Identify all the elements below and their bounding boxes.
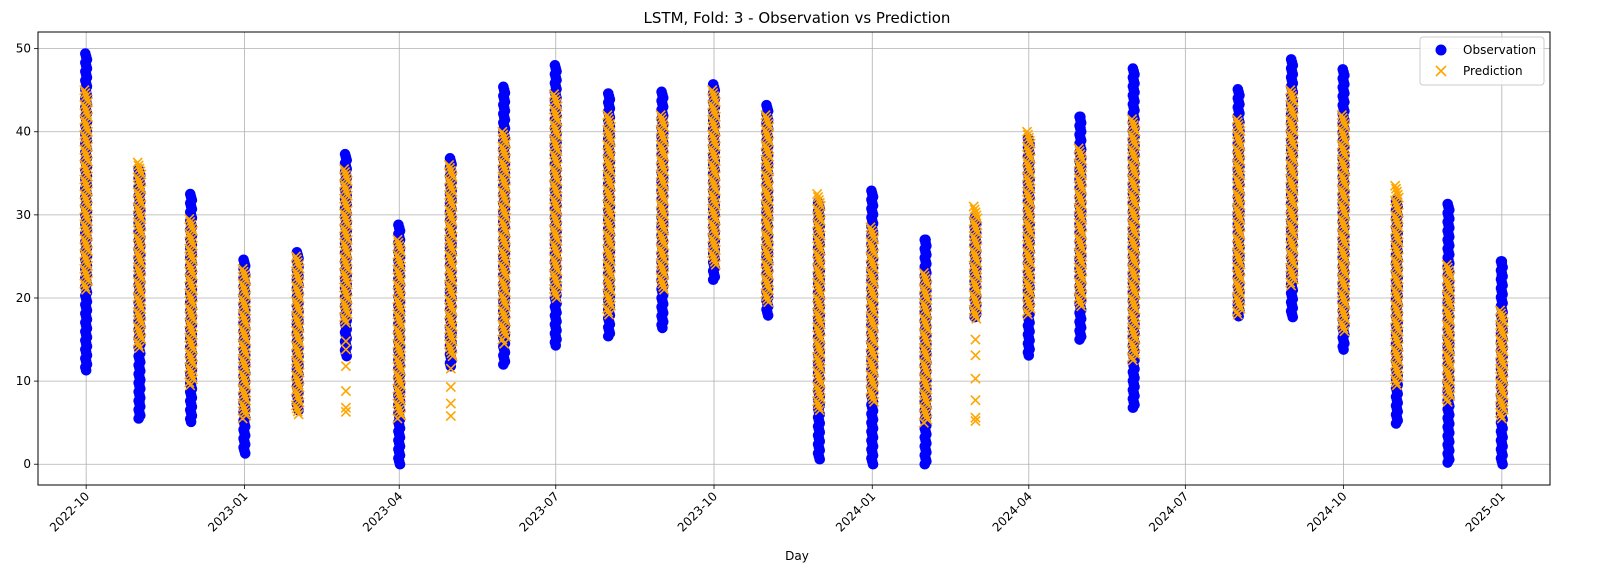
prediction-point xyxy=(81,123,93,135)
legend-prediction-label: Prediction xyxy=(1463,64,1523,78)
x-tick-label: 2023-10 xyxy=(675,489,720,534)
observation-point xyxy=(134,396,145,408)
y-tick-label: 40 xyxy=(16,125,31,139)
observation-point xyxy=(1075,111,1086,123)
observation-point xyxy=(1442,457,1454,468)
observation-point xyxy=(657,322,668,334)
observation-point xyxy=(498,359,509,370)
observation-point xyxy=(1075,122,1086,133)
y-tick-label: 30 xyxy=(16,208,31,222)
prediction-point xyxy=(80,117,91,129)
x-tick-label: 2022-10 xyxy=(47,489,92,534)
observation-point xyxy=(920,246,931,258)
data-layer xyxy=(79,48,1509,470)
prediction-point xyxy=(80,132,91,143)
observation-point xyxy=(1287,311,1299,323)
observation-point xyxy=(1074,334,1085,345)
observation-point xyxy=(1023,350,1035,361)
x-tick-label: 2024-04 xyxy=(990,489,1035,534)
grid-lines xyxy=(38,32,1550,485)
observation-point xyxy=(550,340,562,351)
prediction-series xyxy=(79,85,1509,428)
prediction-point xyxy=(79,114,90,126)
chart-title: LSTM, Fold: 3 - Observation vs Predictio… xyxy=(644,9,951,27)
x-tick-label: 2024-01 xyxy=(833,489,878,534)
observation-point xyxy=(394,458,406,470)
prediction-point xyxy=(80,102,91,114)
y-tick-label: 50 xyxy=(16,42,31,56)
x-tick-label: 2023-04 xyxy=(360,489,405,534)
x-tick-label: 2024-07 xyxy=(1146,489,1191,534)
observation-point xyxy=(1496,271,1508,282)
observation-point xyxy=(1338,344,1349,355)
observation-point xyxy=(867,458,879,470)
prediction-point xyxy=(81,108,93,120)
x-tick-label: 2023-01 xyxy=(205,489,250,534)
observation-point xyxy=(762,310,774,321)
prediction-point xyxy=(80,120,92,132)
observation-point xyxy=(445,360,457,372)
prediction-point xyxy=(81,138,93,149)
prediction-point xyxy=(80,90,92,102)
prediction-point xyxy=(80,87,91,99)
x-tick-label: 2025-01 xyxy=(1463,489,1508,534)
prediction-point xyxy=(80,105,92,117)
prediction-point xyxy=(79,85,90,96)
prediction-point xyxy=(80,135,92,146)
observation-point xyxy=(920,234,931,246)
observation-point xyxy=(1127,402,1139,413)
prediction-point xyxy=(79,129,90,141)
observation-point xyxy=(133,413,144,424)
legend-observation-marker xyxy=(1435,44,1447,56)
x-tick-label: 2024-10 xyxy=(1304,489,1349,534)
legend: Observation Prediction xyxy=(1419,36,1545,86)
observation-point xyxy=(134,377,145,389)
observation-point xyxy=(1496,256,1508,267)
x-tick-label: 2023-07 xyxy=(517,489,562,534)
x-axis-label: Day xyxy=(785,549,809,563)
prediction-point xyxy=(81,93,93,105)
observation-point xyxy=(707,274,719,285)
legend-observation-label: Observation xyxy=(1463,43,1536,57)
observation-point xyxy=(80,364,92,376)
observation-point xyxy=(602,330,614,342)
y-tick-label: 0 xyxy=(23,457,31,471)
observation-point xyxy=(239,448,251,459)
y-tick-label: 20 xyxy=(16,291,31,305)
y-tick-label: 10 xyxy=(16,374,31,388)
observation-point xyxy=(1497,458,1508,470)
plot-area xyxy=(38,32,1550,485)
observation-point xyxy=(185,416,197,428)
prediction-point xyxy=(79,99,90,111)
observation-point xyxy=(814,453,826,465)
observation-point xyxy=(919,458,931,470)
observation-point xyxy=(1390,418,1402,429)
